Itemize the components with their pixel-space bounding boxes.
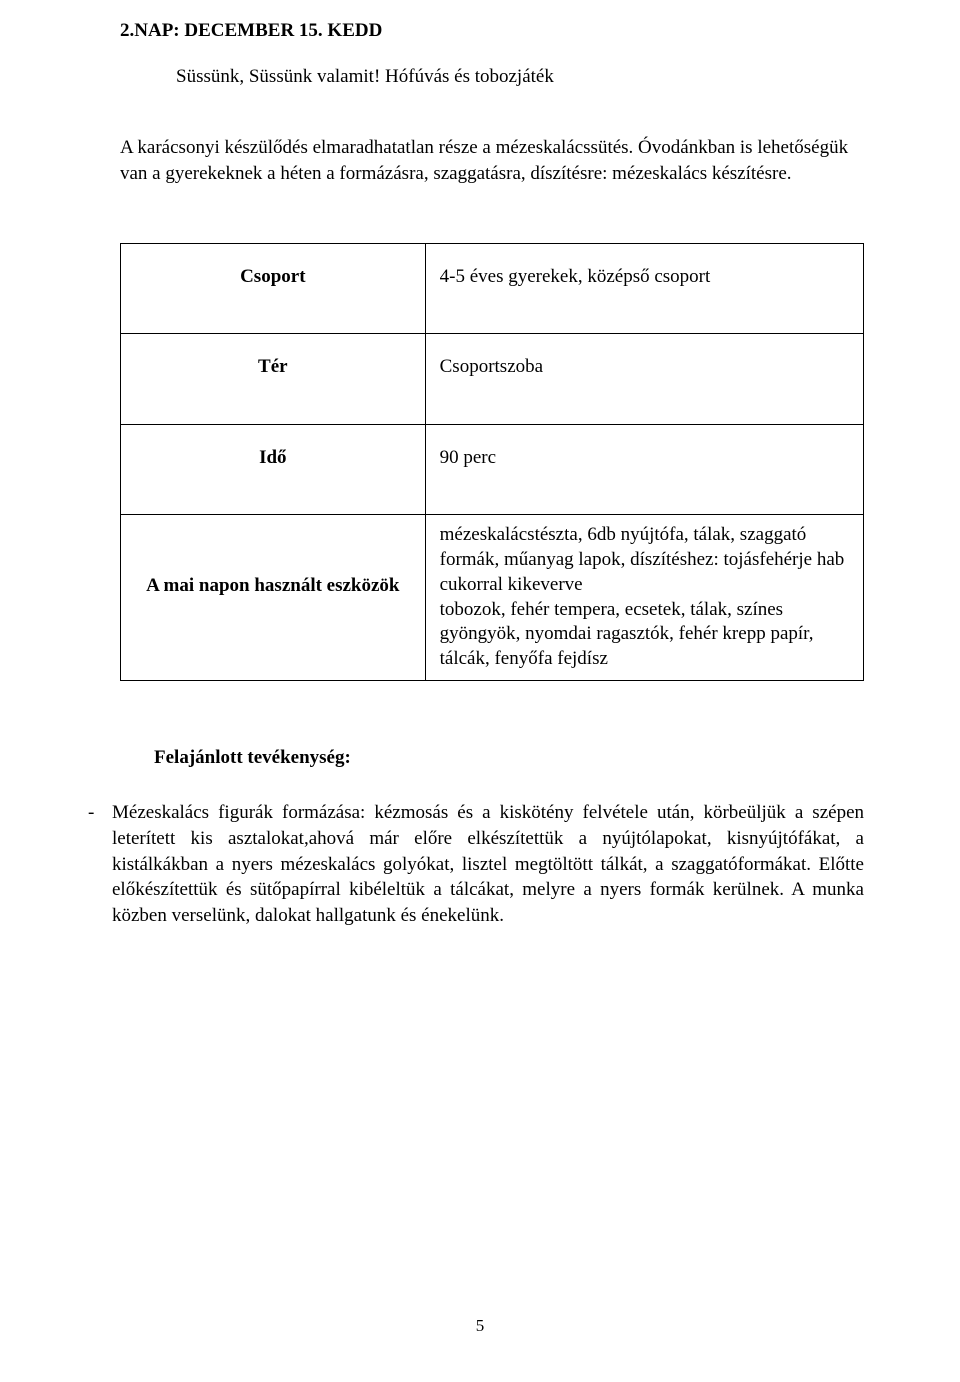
page-heading: 2.NAP: DECEMBER 15. KEDD (120, 18, 864, 44)
intro-paragraph: A karácsonyi készülődés elmaradhatatlan … (120, 135, 864, 186)
table-label: Idő (121, 424, 426, 515)
info-table: Csoport 4-5 éves gyerekek, középső csopo… (120, 243, 864, 681)
table-row: A mai napon használt eszközök mézeskalác… (121, 515, 864, 680)
page-number: 5 (476, 1315, 485, 1338)
table-label: Csoport (121, 243, 426, 334)
table-value: mézeskalácstészta, 6db nyújtófa, tálak, … (425, 515, 863, 680)
table-label: Tér (121, 334, 426, 425)
activity-list-item: - Mézeskalács figurák formázása: kézmosá… (120, 800, 864, 928)
table-value: 4-5 éves gyerekek, középső csoport (425, 243, 863, 334)
table-value: Csoportszoba (425, 334, 863, 425)
table-label: A mai napon használt eszközök (121, 515, 426, 680)
dash-bullet: - (88, 800, 112, 928)
page-subtitle: Süssünk, Süssünk valamit! Hófúvás és tob… (120, 64, 864, 90)
activity-text: Mézeskalács figurák formázása: kézmosás … (112, 800, 864, 928)
activity-heading: Felajánlott tevékenység: (120, 745, 864, 771)
table-row: Csoport 4-5 éves gyerekek, középső csopo… (121, 243, 864, 334)
table-row: Idő 90 perc (121, 424, 864, 515)
table-row: Tér Csoportszoba (121, 334, 864, 425)
table-value: 90 perc (425, 424, 863, 515)
